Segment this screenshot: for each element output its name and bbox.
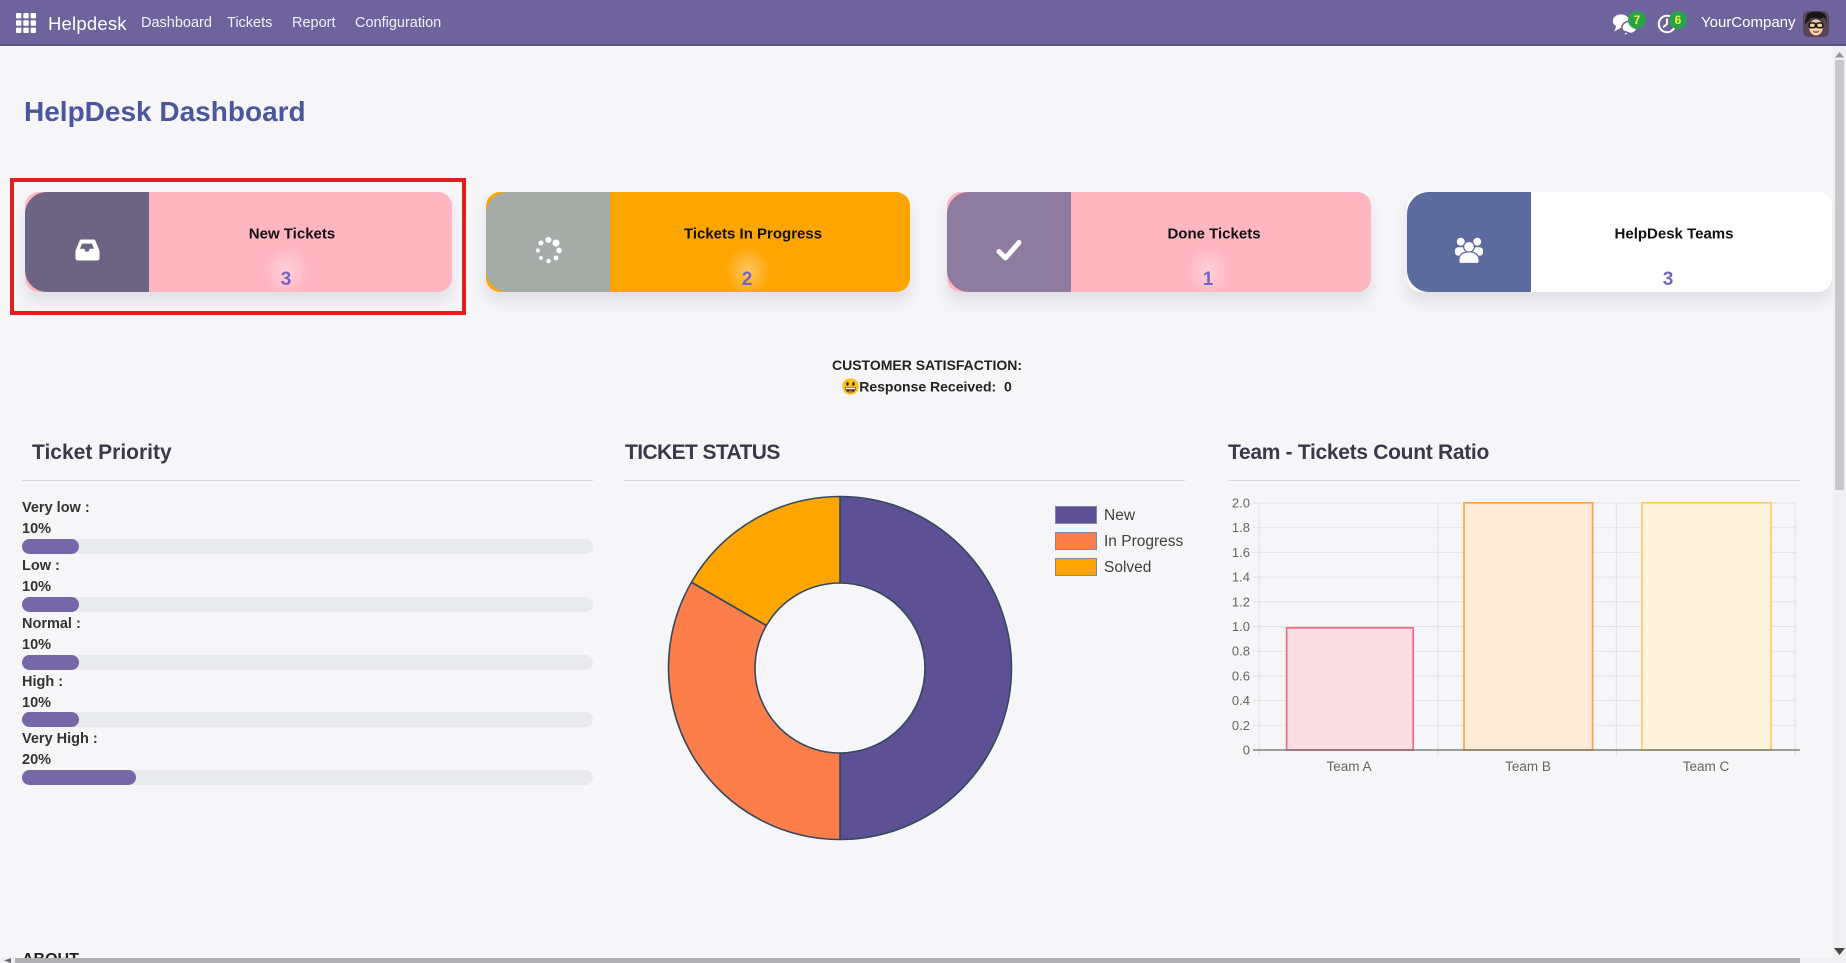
svg-text:0.2: 0.2 bbox=[1232, 718, 1250, 733]
svg-text:0.6: 0.6 bbox=[1232, 668, 1250, 683]
svg-text:Team A: Team A bbox=[1326, 759, 1371, 774]
svg-text:1.0: 1.0 bbox=[1232, 619, 1250, 634]
svg-text:Team C: Team C bbox=[1683, 759, 1730, 774]
svg-text:Team B: Team B bbox=[1505, 759, 1551, 774]
svg-text:1.8: 1.8 bbox=[1232, 520, 1250, 535]
svg-text:1.6: 1.6 bbox=[1232, 545, 1250, 560]
svg-text:1.2: 1.2 bbox=[1232, 594, 1250, 609]
svg-text:0: 0 bbox=[1243, 743, 1250, 758]
svg-text:1.4: 1.4 bbox=[1232, 570, 1250, 585]
svg-text:0.4: 0.4 bbox=[1232, 693, 1250, 708]
svg-text:0.8: 0.8 bbox=[1232, 644, 1250, 659]
svg-text:2.0: 2.0 bbox=[1232, 496, 1250, 511]
